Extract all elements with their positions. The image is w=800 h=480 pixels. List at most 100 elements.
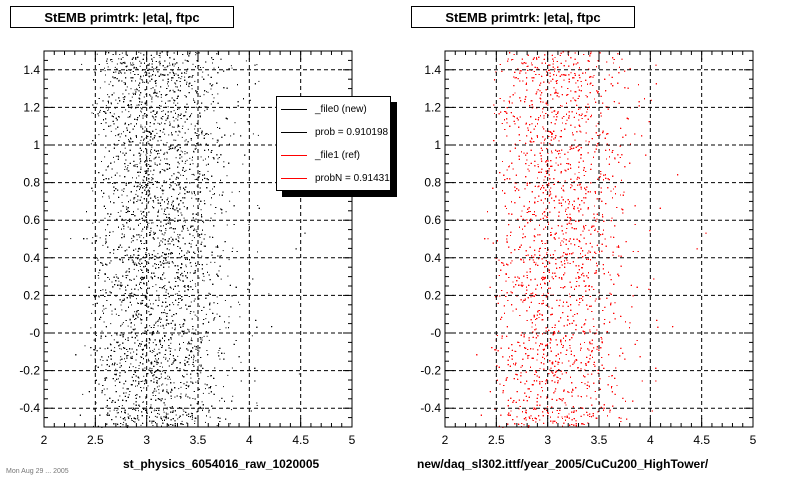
data-point <box>159 124 161 125</box>
data-point <box>135 410 137 411</box>
data-point <box>126 270 128 272</box>
data-point <box>191 197 193 199</box>
data-point <box>155 197 157 199</box>
data-point <box>231 409 232 411</box>
data-point <box>162 193 164 195</box>
data-point <box>130 356 132 358</box>
data-point <box>114 66 116 68</box>
data-point <box>104 81 106 83</box>
data-point <box>132 366 134 368</box>
data-point <box>231 367 233 369</box>
data-point <box>113 409 115 411</box>
data-point <box>136 418 138 420</box>
data-point <box>198 106 200 107</box>
data-point <box>167 106 169 108</box>
data-point <box>122 322 124 324</box>
data-point <box>127 210 129 212</box>
data-point <box>177 102 179 104</box>
data-point <box>188 385 190 387</box>
data-point <box>160 221 162 223</box>
data-point <box>161 418 163 420</box>
data-point <box>148 68 150 70</box>
data-point <box>127 413 129 415</box>
data-point <box>158 319 160 321</box>
data-point <box>150 303 151 305</box>
data-point <box>195 360 197 362</box>
data-point <box>155 85 157 87</box>
data-point <box>145 93 147 95</box>
data-point <box>166 408 168 410</box>
data-point <box>140 124 142 126</box>
data-point <box>195 285 197 287</box>
data-point <box>127 274 129 276</box>
data-point <box>145 154 147 156</box>
data-point <box>105 289 107 291</box>
data-point <box>180 396 182 398</box>
data-point <box>105 243 107 245</box>
data-point <box>160 159 162 161</box>
data-point <box>152 350 154 351</box>
data-point <box>181 420 183 422</box>
data-point <box>150 404 152 406</box>
data-point <box>195 381 197 383</box>
data-point <box>107 94 109 96</box>
data-point <box>115 368 117 370</box>
data-point <box>159 60 161 62</box>
data-point <box>162 131 164 133</box>
data-point <box>160 73 162 75</box>
data-point <box>129 229 131 230</box>
data-point <box>130 114 132 116</box>
data-point <box>155 361 157 363</box>
data-point <box>105 147 107 149</box>
data-point <box>188 85 190 87</box>
data-point <box>128 170 130 172</box>
data-point <box>191 381 193 383</box>
data-point <box>167 256 169 258</box>
data-point <box>174 293 176 295</box>
data-point <box>256 405 258 406</box>
data-point <box>160 220 162 222</box>
data-point <box>230 135 232 137</box>
data-point <box>210 133 212 135</box>
data-point <box>113 193 115 195</box>
data-point <box>106 377 108 379</box>
data-point <box>171 196 173 197</box>
data-point <box>174 349 176 351</box>
data-point <box>130 241 132 243</box>
data-point <box>123 131 124 133</box>
data-point <box>123 228 125 230</box>
data-point <box>184 151 186 152</box>
data-point <box>165 418 167 420</box>
data-point <box>116 334 118 336</box>
data-point <box>127 116 129 118</box>
data-point <box>156 382 158 384</box>
data-point <box>104 377 106 379</box>
data-point <box>142 79 143 81</box>
data-point <box>135 385 136 387</box>
data-point <box>163 213 165 215</box>
data-point <box>151 96 153 98</box>
data-point <box>113 252 115 254</box>
data-point <box>172 188 174 190</box>
data-point <box>184 162 186 164</box>
data-point <box>200 143 202 145</box>
data-point <box>212 138 214 140</box>
data-point <box>186 357 188 358</box>
data-point <box>193 100 195 101</box>
data-point <box>170 338 172 340</box>
data-point <box>183 220 185 222</box>
data-point <box>139 223 141 224</box>
data-point <box>211 94 213 96</box>
data-point <box>155 67 157 69</box>
data-point <box>178 237 180 239</box>
data-point <box>178 334 180 336</box>
data-point <box>193 311 195 313</box>
data-point <box>224 300 226 301</box>
data-point <box>116 63 118 65</box>
data-point <box>231 67 233 69</box>
data-point <box>229 200 231 202</box>
data-point <box>153 117 155 119</box>
data-point <box>168 249 170 251</box>
data-point <box>192 359 194 361</box>
data-point <box>123 190 125 192</box>
